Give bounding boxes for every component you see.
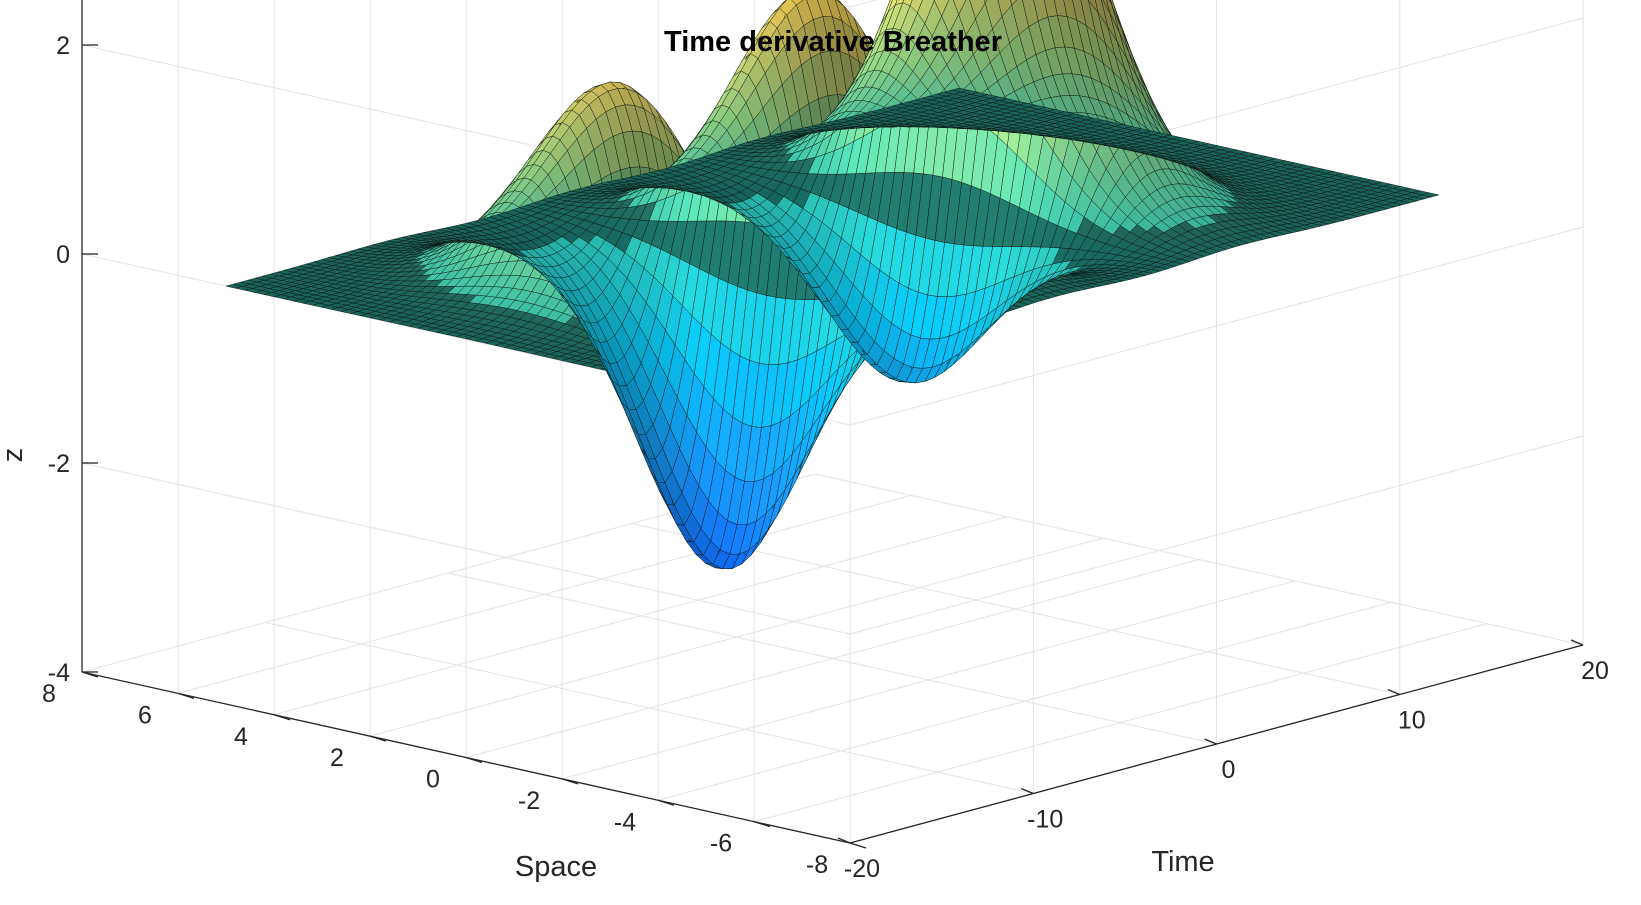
surface-plot: -4-2024-20-1001020-8-6-4-202468 Time der…	[0, 0, 1641, 900]
figure: -4-2024-20-1001020-8-6-4-202468 Time der…	[0, 0, 1641, 900]
